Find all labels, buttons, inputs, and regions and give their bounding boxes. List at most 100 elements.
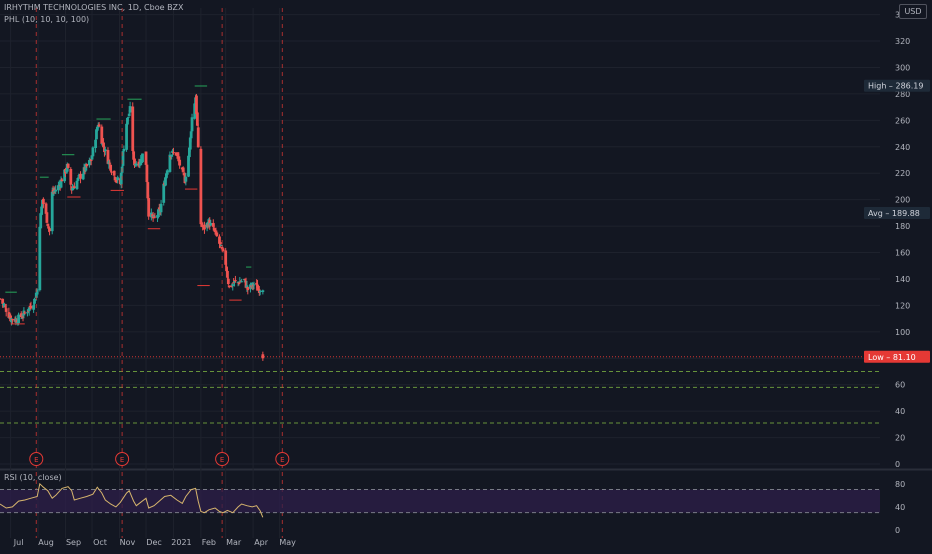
candle-body (256, 284, 259, 291)
candle-body (115, 179, 119, 181)
rsi-tick-label: 80 (895, 480, 905, 489)
candle-body (75, 180, 79, 189)
candle-body (209, 222, 213, 226)
price-tick-label: 160 (895, 249, 910, 258)
candle-body (172, 152, 175, 154)
candle-body (59, 179, 63, 188)
price-tick-label: 40 (895, 407, 905, 416)
candle-body (134, 163, 138, 166)
candle-body (187, 147, 191, 158)
time-tick-label: May (279, 538, 296, 547)
candle-body (2, 304, 5, 306)
price-tick-label: 140 (895, 275, 910, 284)
candle-body (72, 187, 75, 190)
candle-body (234, 280, 237, 282)
candle-body (219, 245, 223, 247)
candle-body (153, 216, 157, 218)
candle-body (108, 162, 112, 164)
candles (0, 93, 265, 361)
candle-body (176, 153, 180, 158)
candle-body (171, 150, 174, 153)
candle-body (20, 317, 24, 319)
candle-body (114, 180, 118, 182)
candle-body (189, 131, 193, 139)
candle-body (91, 147, 95, 157)
candle-body (84, 164, 88, 171)
candle-body (39, 213, 43, 229)
axes: 0 20 40 60 80 100 120 140 160 180 200 220 240 260 280 3… (13, 11, 910, 547)
candle-body (181, 167, 185, 172)
candle-body (131, 106, 135, 152)
candle-body (190, 117, 194, 132)
candle-body (4, 308, 8, 312)
candle-body (109, 164, 113, 171)
candle-body (251, 284, 255, 287)
rsi-panel (0, 482, 880, 518)
candle-body (1, 298, 5, 304)
candle-body (196, 127, 200, 148)
candle-body (95, 127, 99, 131)
candle-body (261, 354, 265, 359)
candle-body (162, 183, 166, 203)
candle-body (127, 113, 131, 117)
candle-body (102, 142, 105, 148)
symbol-title: IRHYTHM TECHNOLOGIES INC, 1D, Cboe BZX (4, 3, 184, 12)
candle-body (258, 290, 262, 292)
candle-body (133, 158, 136, 166)
candle-body (214, 231, 218, 233)
candle-body (17, 314, 20, 324)
candle-body (76, 177, 80, 181)
candle-body (57, 184, 61, 186)
candle-body (132, 151, 136, 160)
grid-layer (0, 8, 932, 538)
candle-body (34, 299, 37, 301)
candle-body (48, 228, 51, 232)
candle-body (113, 177, 117, 181)
candle-body (32, 305, 36, 310)
candle-body (224, 250, 228, 265)
candle-body (89, 158, 93, 161)
time-tick-label: Feb (202, 538, 216, 547)
candle-body (145, 164, 149, 182)
candle-body (47, 226, 51, 228)
candle-body (138, 164, 142, 166)
rsi-line (0, 482, 264, 518)
candle-body (212, 228, 216, 231)
candle-body (100, 126, 104, 144)
candle-body (250, 282, 254, 287)
time-tick-label: Apr (254, 538, 269, 547)
candle-body (255, 282, 259, 285)
candle-body (21, 316, 25, 318)
candle-body (23, 312, 27, 314)
candle-body (231, 284, 235, 286)
candle-body (85, 164, 89, 167)
candle-body (41, 198, 45, 205)
currency-button[interactable]: USD (899, 4, 927, 19)
candle-body (94, 139, 97, 148)
candle-body (40, 206, 43, 215)
candle-body (106, 150, 110, 164)
candle-body (225, 266, 228, 272)
candle-body (122, 148, 126, 152)
candle-body (57, 185, 60, 191)
price-tick-label: 60 (895, 381, 905, 390)
candle-body (147, 198, 151, 217)
candle-body (174, 152, 178, 156)
price-tick-label: 20 (895, 434, 905, 443)
candle-body (218, 242, 222, 245)
candle-body (77, 175, 81, 177)
candle-body (195, 95, 198, 114)
avg-marker-label: Avg – 189.88 (868, 209, 920, 218)
candle-body (50, 191, 54, 232)
candle-body (230, 285, 234, 287)
candle-body (184, 176, 188, 182)
candle-body (10, 319, 14, 321)
candle-body (227, 285, 231, 288)
candle-body (213, 230, 217, 232)
candle-body (7, 312, 11, 318)
candle-body (233, 281, 236, 283)
candle-body (45, 212, 49, 223)
time-tick-label: Oct (93, 538, 107, 547)
